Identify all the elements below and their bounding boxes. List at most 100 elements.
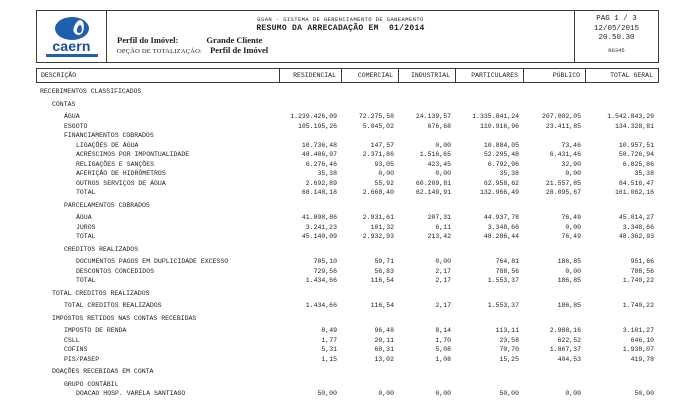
row-value: 788,56 xyxy=(630,267,654,275)
logo-brand-text: caern xyxy=(52,37,91,54)
row-value: 2,17 xyxy=(435,267,451,275)
row-value: 55,92 xyxy=(374,179,394,187)
row-value: 0,00 xyxy=(435,141,451,149)
table-row: CSLL 1,77 20,11 1,70 23,58 622,52 646,10 xyxy=(36,336,659,346)
row-value: 1.740,22 xyxy=(622,302,654,309)
row-value: 0,00 xyxy=(378,170,394,177)
row-value: 44.937,78 xyxy=(483,214,519,221)
system-title: GSAN - SISTEMA DE GERENCIAMENTO DE SANEA… xyxy=(257,16,424,23)
caern-drop-icon xyxy=(54,16,89,40)
table-row: TOTAL 68.148,18 2.668,40 62.149,91 132.966,4… xyxy=(36,188,659,198)
profile-value: Grande Cliente xyxy=(206,35,263,45)
row-value: 3.241,23 xyxy=(305,223,337,231)
column-header-particulares: PARTICULARES xyxy=(455,69,523,82)
table-row: TOTAL CREDITOS REALIZADOS 1.434,66 116,54 2… xyxy=(36,301,659,311)
row-value: 1,08 xyxy=(435,355,451,363)
table-row: ÁGUA 1.239.426,09 72.275,58 24.139,57 1.335.… xyxy=(36,112,659,122)
table-row: RELIGAÇÕES E SANÇÕES 6.276,46 93,05 423,45 6… xyxy=(36,160,659,170)
row-value: 6,11 xyxy=(435,223,451,231)
row-value: 105.195,26 xyxy=(297,122,337,130)
row-label: OUTROS SERVIÇOS DE ÁGUA xyxy=(76,179,166,187)
row-label: RELIGAÇÕES E SANÇÕES xyxy=(76,160,155,168)
header-center: GSAN - SISTEMA DE GERENCIAMENTO DE SANEA… xyxy=(107,11,574,62)
row-value: 161.062,16 xyxy=(614,189,654,196)
report-code: R0345 xyxy=(608,46,625,54)
row-value: 132.966,49 xyxy=(479,189,519,196)
section-row: DOAÇÕES RECEBIDAS EM CONTA xyxy=(36,367,659,377)
row-value: 60,31 xyxy=(374,346,394,353)
row-value: 788,56 xyxy=(495,267,519,275)
row-value: 35,38 xyxy=(317,170,337,177)
row-value: 3.348,66 xyxy=(622,223,654,231)
row-value: 1.740,22 xyxy=(622,277,654,284)
row-value: 1.542.843,29 xyxy=(607,113,654,120)
table-row: LIGAÇÕES DE ÁGUA 10.736,48 147,57 0,00 10.88… xyxy=(36,141,659,151)
report-body: RECEBIMENTOS CLASSIFICADOS CONTAS ÁGUA 1.23… xyxy=(36,87,659,399)
row-value: 0,00 xyxy=(565,267,581,275)
row-value: 213,42 xyxy=(427,233,451,240)
row-value: 6.825,86 xyxy=(622,160,654,168)
row-value: 48.362,93 xyxy=(618,233,654,240)
table-row: OUTROS SERVIÇOS DE ÁGUA 2.692,89 55,92 60.2… xyxy=(36,179,659,189)
row-value: 0,00 xyxy=(435,390,451,397)
row-value: 58.726,94 xyxy=(618,151,654,158)
row-value: 70,70 xyxy=(499,346,519,353)
row-value: 52.295,48 xyxy=(483,151,519,158)
row-value: 45.140,09 xyxy=(301,233,337,240)
report-header: caern GSAN - SISTEMA DE GERENCIAMENTO DE… xyxy=(36,10,659,63)
row-value: 13,02 xyxy=(374,355,394,363)
row-value: 646,10 xyxy=(630,336,654,344)
row-value: 764,81 xyxy=(495,258,519,265)
table-row: JUROS 3.241,23 101,32 6,11 3.348,66 0,00 3.348… xyxy=(36,223,659,233)
table-row: TOTAL 1.434,66 116,54 2,17 1.553,37 186,85 1.7… xyxy=(36,276,659,286)
section-row: GRUPO CONTÁBIL xyxy=(36,380,659,390)
row-value: 419,78 xyxy=(630,355,654,363)
section-row: IMPOSTOS RETIDOS NAS CONTAS RECEBIDAS xyxy=(36,314,659,324)
row-value: 705,10 xyxy=(313,258,337,265)
row-value: 2,17 xyxy=(435,277,451,284)
row-value: 1,70 xyxy=(435,336,451,344)
row-value: 15,25 xyxy=(499,355,519,363)
row-value: 6.792,96 xyxy=(487,160,519,168)
row-label: IMPOSTO DE RENDA xyxy=(64,327,127,334)
row-value: 2,17 xyxy=(435,302,451,309)
row-value: 1.516,65 xyxy=(419,151,451,158)
row-value: 2.692,89 xyxy=(305,179,337,187)
row-label: COFINS xyxy=(64,346,88,353)
row-value: 35,38 xyxy=(499,170,519,177)
row-value: 186,85 xyxy=(557,302,581,309)
totalization-label: OPÇÃO DE TOTALIZAÇÃO: xyxy=(117,48,203,55)
row-label: CONTAS xyxy=(52,100,76,108)
table-row: DESCONTOS CONCEDIDOS 729,56 56,83 2,17 788,5… xyxy=(36,267,659,277)
table-header-row: DESCRIÇÃO RESIDENCIAL COMERCIAL INDUSTRI… xyxy=(36,68,659,83)
row-value: 50,00 xyxy=(317,390,337,397)
row-label: CREDITOS REALIZADOS xyxy=(64,245,139,253)
page-info: PAG 1 / 3 12/05/2015 20.50.30 R0345 xyxy=(574,11,658,62)
row-value: 1,77 xyxy=(321,336,337,344)
row-label: DOAÇÕES RECEBIDAS EM CONTA xyxy=(52,368,154,375)
table-row: COFINS 5,31 60,31 5,08 70,70 1.867,37 1.938,07 xyxy=(36,345,659,355)
row-value: 50,00 xyxy=(499,390,519,397)
row-value: 3.348,66 xyxy=(487,223,519,231)
row-value: 20,11 xyxy=(374,336,394,344)
row-value: 45.014,27 xyxy=(618,214,654,221)
column-header-comercial: COMERCIAL xyxy=(341,69,398,82)
section-row: PARCELAMENTOS COBRADOS xyxy=(36,201,659,211)
row-value: 2.668,40 xyxy=(362,189,394,196)
column-header-industrial: INDUSTRIAL xyxy=(398,69,455,82)
row-value: 676,68 xyxy=(427,122,451,130)
row-value: 62.958,62 xyxy=(483,179,519,187)
row-label: TOTAL CREDITOS REALIZADOS xyxy=(52,289,150,297)
row-value: 72.275,58 xyxy=(358,113,394,120)
row-label: IMPOSTOS RETIDOS NAS CONTAS RECEBIDAS xyxy=(52,314,197,322)
section-row: RECEBIMENTOS CLASSIFICADOS xyxy=(36,87,659,97)
row-label: PIS/PASEP xyxy=(64,355,100,363)
row-value: 10.884,05 xyxy=(483,141,519,149)
row-value: 207.002,05 xyxy=(541,113,581,120)
row-value: 41.898,86 xyxy=(301,214,337,221)
row-label: ESGOTO xyxy=(64,122,88,130)
profile-block: Perfil do Imóvel: Grande Cliente OPÇÃO D… xyxy=(117,35,268,57)
row-label: DESCONTOS CONCEDIDOS xyxy=(76,267,155,275)
profile-label: Perfil do Imóvel: xyxy=(117,35,179,45)
section-row: TOTAL CREDITOS REALIZADOS xyxy=(36,289,659,299)
